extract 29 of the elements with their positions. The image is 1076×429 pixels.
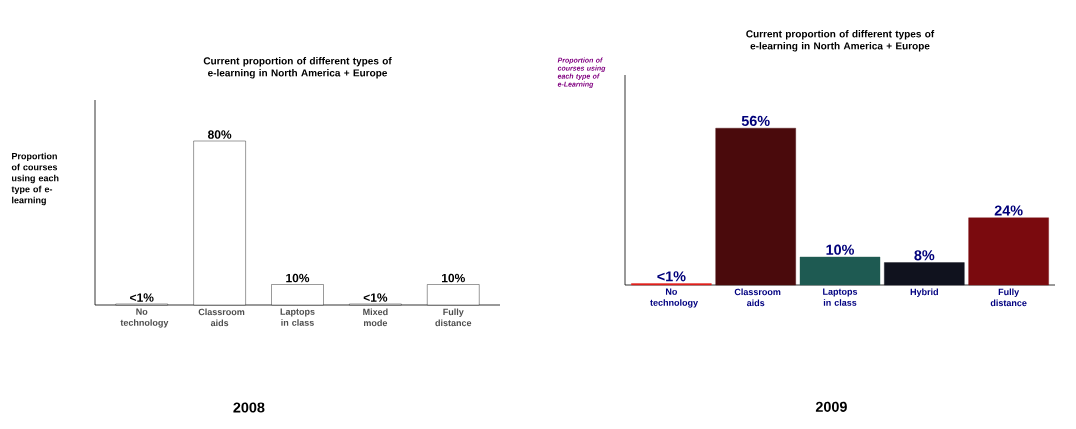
data-label: <1% (130, 293, 154, 302)
data-label: 10% (286, 273, 310, 283)
text: 2008 (233, 402, 265, 413)
data-label: <1% (657, 271, 686, 282)
x-tick-label: No technology (120, 308, 169, 328)
x-tick-label: Fully distance (435, 308, 472, 327)
chart-title: Current proportion of different types of e-learning in North America + Europe (203, 57, 392, 79)
x-tick-label: Laptops in class (823, 288, 858, 306)
y-axis-title: Proportion of courses using each type of e-learning (11, 152, 59, 206)
data-label: 8% (914, 250, 935, 261)
x-tick-label: Fully distance (990, 288, 1027, 307)
x-tick-label: Classroom aids (198, 308, 245, 327)
data-label: 56% (741, 115, 770, 126)
bar (884, 262, 965, 286)
data-label: 24% (994, 205, 1023, 216)
text: 2009 (815, 401, 847, 412)
x-tick-label: No technology (650, 288, 698, 308)
x-tick-label: Mixed mode (363, 308, 388, 327)
x-tick-label: Classroom aids (734, 288, 781, 307)
chart-title: Current proportion of different types of e-learning in North America + Europe (746, 30, 935, 52)
bar (799, 256, 881, 286)
data-label: <1% (363, 293, 388, 302)
x-tick-label: Laptops in class (280, 308, 315, 326)
data-label: 80% (207, 130, 232, 139)
x-tick-label: Hybrid (910, 288, 938, 297)
bar (715, 127, 796, 286)
bar (968, 217, 1049, 286)
data-label: 10% (442, 273, 465, 283)
data-label: 10% (826, 244, 855, 255)
